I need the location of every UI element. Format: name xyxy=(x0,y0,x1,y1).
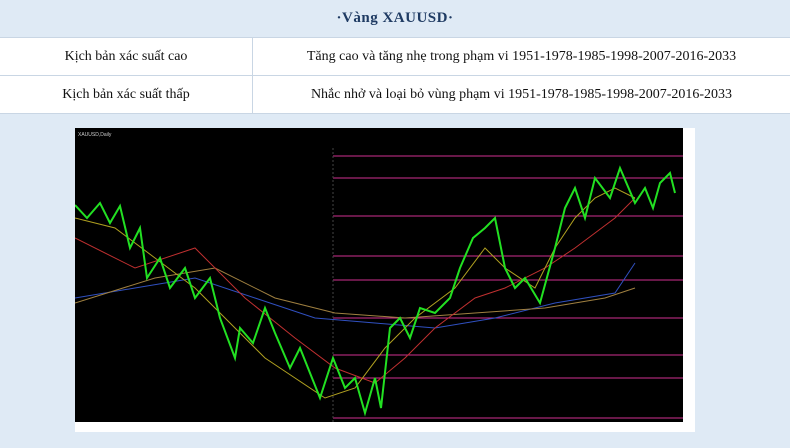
table-row: Kịch bản xác suất cao Tăng cao và tăng n… xyxy=(0,37,790,75)
levels xyxy=(333,155,683,419)
price-axis xyxy=(683,128,695,432)
ma-line xyxy=(75,267,636,319)
cell: Tăng cao và tăng nhẹ trong phạm vi 1951-… xyxy=(306,49,737,64)
title: ·Vàng XAUUSD· xyxy=(0,0,790,36)
cell: Nhắc nhở và loại bỏ vùng phạm vi 1951-19… xyxy=(310,87,733,102)
price-line xyxy=(75,165,676,417)
chart-image: XAUUSD,Daily xyxy=(75,128,695,432)
ma-line xyxy=(75,187,636,399)
time-axis xyxy=(75,422,683,432)
cell: Kịch bản xác suất thấp xyxy=(0,76,253,113)
ma-line xyxy=(75,197,636,384)
cell: Kịch bản xác suất cao xyxy=(0,38,253,75)
table-row: Kịch bản xác suất thấp Nhắc nhở và loại … xyxy=(0,75,790,114)
chart-title: XAUUSD,Daily xyxy=(78,132,112,138)
